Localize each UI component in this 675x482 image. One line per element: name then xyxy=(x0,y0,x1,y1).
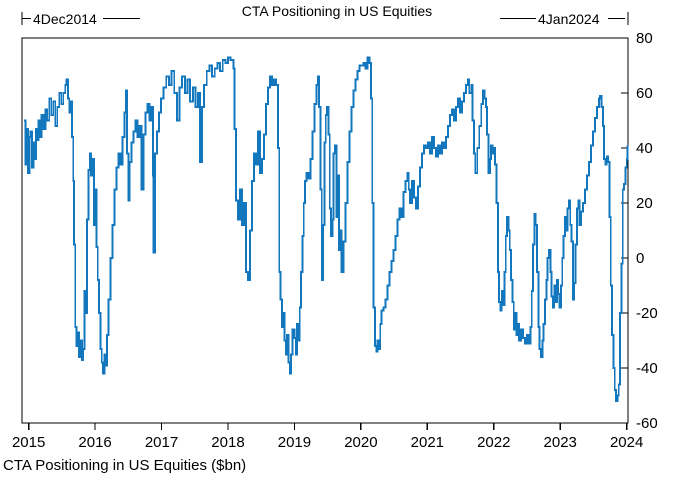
end-date-annotation: 4Jan2024 xyxy=(500,11,629,27)
x-tick-label: 2017 xyxy=(145,434,178,451)
y-tick-label: -40 xyxy=(636,360,658,377)
x-tick-label: 2022 xyxy=(477,434,510,451)
y-tick-label: 40 xyxy=(636,140,653,157)
end-date-label: 4Jan2024 xyxy=(538,11,600,27)
x-tick-label: 2020 xyxy=(344,434,377,451)
y-tick-label: 0 xyxy=(636,250,644,267)
x-tick-label: 2015 xyxy=(12,434,45,451)
y-tick-label: -60 xyxy=(636,415,658,432)
x-tick-label: 2018 xyxy=(211,434,244,451)
x-tick-label: 2019 xyxy=(278,434,311,451)
x-tick-label: 2016 xyxy=(78,434,111,451)
plot-frame xyxy=(21,37,629,424)
start-date-label: 4Dec2014 xyxy=(33,11,97,27)
x-tick-label: 2024 xyxy=(610,434,643,451)
chart-title: CTA Positioning in US Equities xyxy=(242,3,432,19)
series-line xyxy=(24,56,629,402)
y-tick-label: 60 xyxy=(636,85,653,102)
x-tick-label: 2021 xyxy=(411,434,444,451)
y-tick-label: 80 xyxy=(636,30,653,47)
start-date-annotation: 4Dec2014 xyxy=(21,11,140,27)
y-tick-label: 20 xyxy=(636,195,653,212)
plot-area: 2015 2016 2017 2018 2019 2020 2021 2022 2023 2024… xyxy=(12,30,658,451)
y-tick-label: -20 xyxy=(636,305,658,322)
x-tick-label: 2023 xyxy=(544,434,577,451)
series-legend-label: CTA Positioning in US Equities ($bn) xyxy=(3,457,246,474)
